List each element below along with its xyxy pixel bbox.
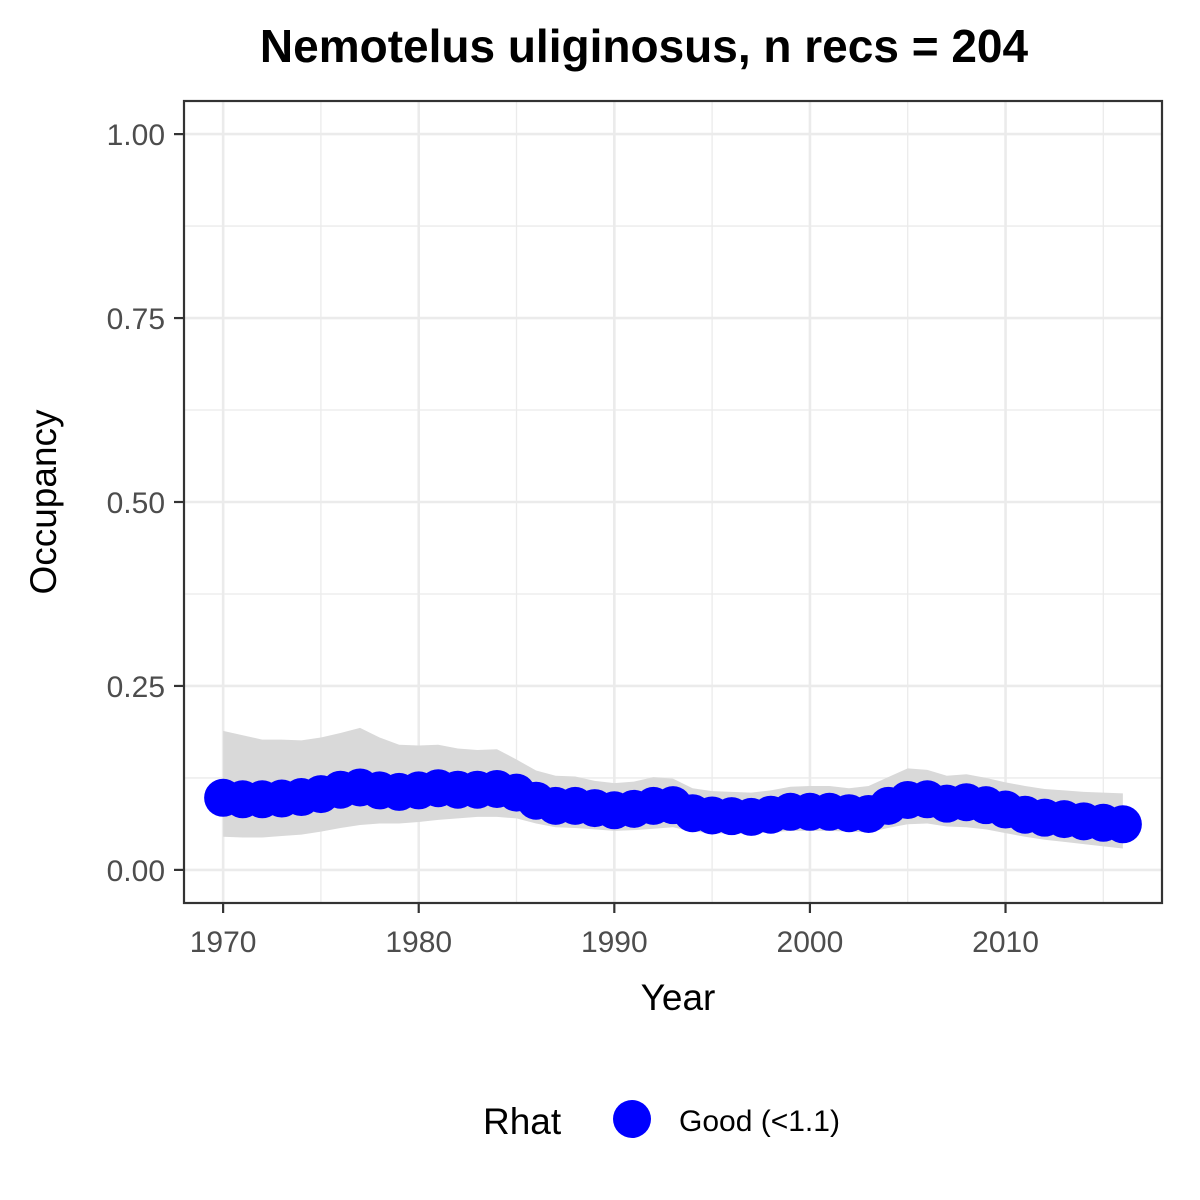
y-tick-label: 0.50	[107, 487, 165, 520]
legend: Rhat Good (<1.1)	[483, 1100, 840, 1142]
legend-label-good: Good (<1.1)	[679, 1105, 840, 1138]
y-tick-label: 0.25	[107, 671, 165, 704]
y-axis: 0.00 0.25 0.50 0.75 1.00	[107, 119, 184, 888]
chart-title: Nemotelus uliginosus, n recs = 204	[260, 20, 1029, 72]
occupancy-point	[1103, 805, 1142, 844]
y-tick-label: 0.75	[107, 303, 165, 336]
x-tick-label: 2010	[972, 926, 1039, 959]
x-tick-label: 1990	[581, 926, 648, 959]
x-axis-title: Year	[641, 977, 716, 1018]
x-tick-label: 2000	[777, 926, 844, 959]
legend-title: Rhat	[483, 1101, 562, 1142]
legend-key-good	[613, 1100, 651, 1138]
x-tick-label: 1970	[190, 926, 257, 959]
y-tick-label: 1.00	[107, 119, 165, 152]
plot-panel	[182, 99, 1164, 905]
y-axis-title: Occupancy	[23, 409, 64, 595]
x-tick-label: 1980	[385, 926, 452, 959]
y-tick-label: 0.00	[107, 855, 165, 888]
occupancy-points	[204, 768, 1142, 844]
x-axis: 1970 1980 1990 2000 2010	[190, 903, 1039, 959]
